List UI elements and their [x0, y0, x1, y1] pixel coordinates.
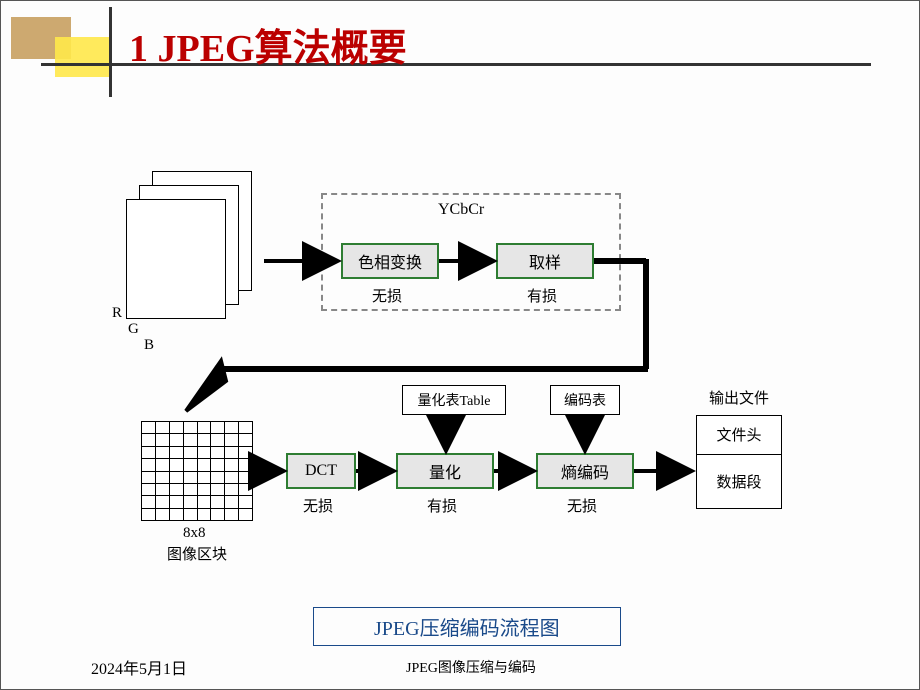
label-g: G [128, 321, 139, 338]
caption: JPEG压缩编码流程图 [313, 607, 621, 646]
footer-title: JPEG图像压缩与编码 [406, 657, 536, 677]
node-color_conv: 色相变换 [341, 243, 439, 279]
node-dct-sub: 无损 [303, 495, 333, 516]
flow-diagram: R G B YCbCr 色相变换无损取样有损DCT无损量化有损熵编码无损量化表T… [126, 151, 806, 581]
node-entropy-sub: 无损 [567, 495, 597, 516]
node-sampling: 取样 [496, 243, 594, 279]
node-dct: DCT [286, 453, 356, 489]
label-r: R [112, 305, 122, 322]
label-b: B [144, 337, 154, 354]
output-stack: 文件头 数据段 [696, 415, 782, 509]
title-bar: 1 JPEG算法概要 [1, 7, 881, 97]
page-title: 1 JPEG算法概要 [129, 17, 407, 72]
node-quant-sub: 有损 [427, 495, 457, 516]
footer-date: 2024年5月1日 [91, 655, 187, 679]
node-code_table: 编码表 [550, 385, 620, 415]
grid-label-name: 图像区块 [167, 543, 227, 564]
node-entropy: 熵编码 [536, 453, 634, 489]
node-quant_table: 量化表Table [402, 385, 506, 415]
ycbcr-label: YCbCr [438, 201, 484, 219]
output-data-seg: 数据段 [697, 455, 781, 508]
rgb-stack: R G B [126, 171, 266, 331]
grid-8x8 [141, 421, 253, 521]
grid-label-size: 8x8 [183, 525, 206, 542]
node-quant: 量化 [396, 453, 494, 489]
node-sampling-sub: 有损 [527, 285, 557, 306]
node-color_conv-sub: 无损 [372, 285, 402, 306]
accent-square-yellow [55, 37, 109, 77]
output-file-head: 文件头 [697, 416, 781, 455]
output-header: 输出文件 [696, 387, 782, 408]
vertical-rule [109, 7, 112, 97]
